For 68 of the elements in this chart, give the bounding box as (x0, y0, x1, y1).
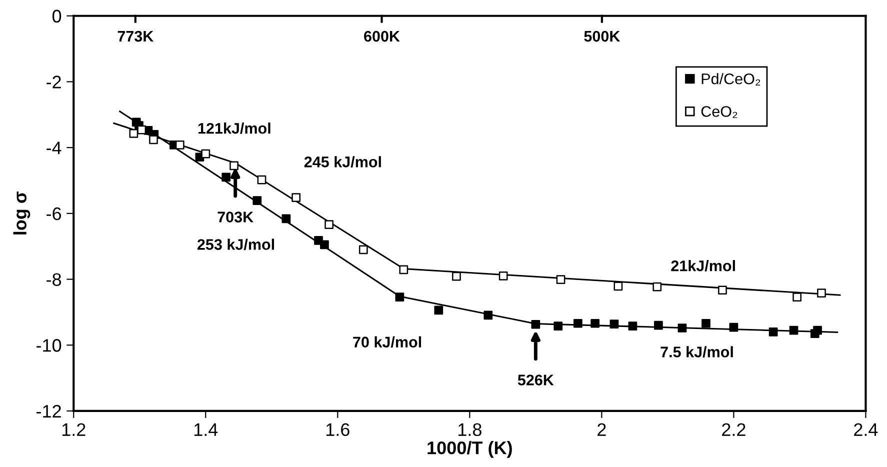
point (817, 288, 826, 298)
x-axis-title: 1000/T (K) (428, 440, 512, 458)
x-tick-label: 1.4 (194, 423, 218, 436)
point (628, 322, 638, 330)
y-tick-label: -8 (46, 273, 62, 286)
y-tick-label: -12 (36, 404, 61, 418)
point (149, 135, 158, 144)
point (395, 292, 404, 302)
point (498, 272, 508, 280)
legend-label: CeO₂ (701, 106, 738, 118)
point (434, 306, 444, 315)
annotation: 773K (118, 30, 154, 42)
y-tick-label: -4 (46, 142, 62, 154)
point (678, 324, 687, 332)
point (702, 318, 710, 328)
point (792, 292, 802, 302)
point (768, 328, 778, 336)
point (324, 220, 334, 230)
point (614, 282, 623, 291)
y-tick-label: 0 (52, 10, 62, 23)
point (252, 196, 262, 206)
point (452, 272, 461, 281)
point (573, 318, 582, 328)
point (129, 128, 138, 138)
legend-label: Pd/CeO₂ (702, 73, 760, 86)
point (175, 140, 184, 150)
point (484, 310, 493, 320)
x-tick-label: 2.4 (854, 423, 878, 436)
point (358, 245, 368, 254)
annotation: 245 kJ/mol (304, 156, 381, 168)
annotation: 121kJ/mol (198, 122, 270, 134)
annotation: 526K (518, 374, 554, 386)
point (813, 326, 822, 335)
point (201, 149, 210, 158)
annotation: 70 kJ/mol (353, 336, 422, 348)
x-tick-label: 2.2 (722, 423, 746, 436)
point (789, 326, 798, 335)
point (654, 320, 663, 330)
y-tick-label: -6 (46, 207, 62, 220)
point (610, 320, 619, 328)
point (729, 322, 738, 332)
point (399, 265, 408, 274)
x-tick-label: 1.8 (458, 423, 482, 436)
annotation: 7.5 kJ/mol (660, 346, 733, 358)
y-axis-title: log σ (13, 192, 30, 234)
annotation: 600K (364, 30, 400, 42)
point (590, 318, 600, 328)
annotation: 21kJ/mol (671, 260, 735, 272)
point (137, 125, 146, 134)
x-tick-label: 1.2 (62, 423, 86, 436)
point (531, 320, 540, 329)
point (257, 175, 266, 184)
point (652, 282, 662, 292)
y-tick-label: -2 (46, 76, 61, 88)
point (554, 322, 563, 330)
point (282, 214, 291, 224)
x-tick-label: 2 (598, 423, 606, 436)
x-tick-label: 1.6 (326, 423, 350, 436)
point (292, 193, 300, 202)
point (718, 286, 727, 295)
point (320, 240, 329, 250)
point (230, 161, 238, 170)
y-tick-label: -10 (36, 339, 62, 352)
annotation: 500K (584, 30, 620, 42)
point (222, 172, 231, 182)
annotation: 703K (218, 212, 254, 222)
point (556, 275, 566, 284)
annotation: 253 kJ/mol (197, 238, 274, 250)
